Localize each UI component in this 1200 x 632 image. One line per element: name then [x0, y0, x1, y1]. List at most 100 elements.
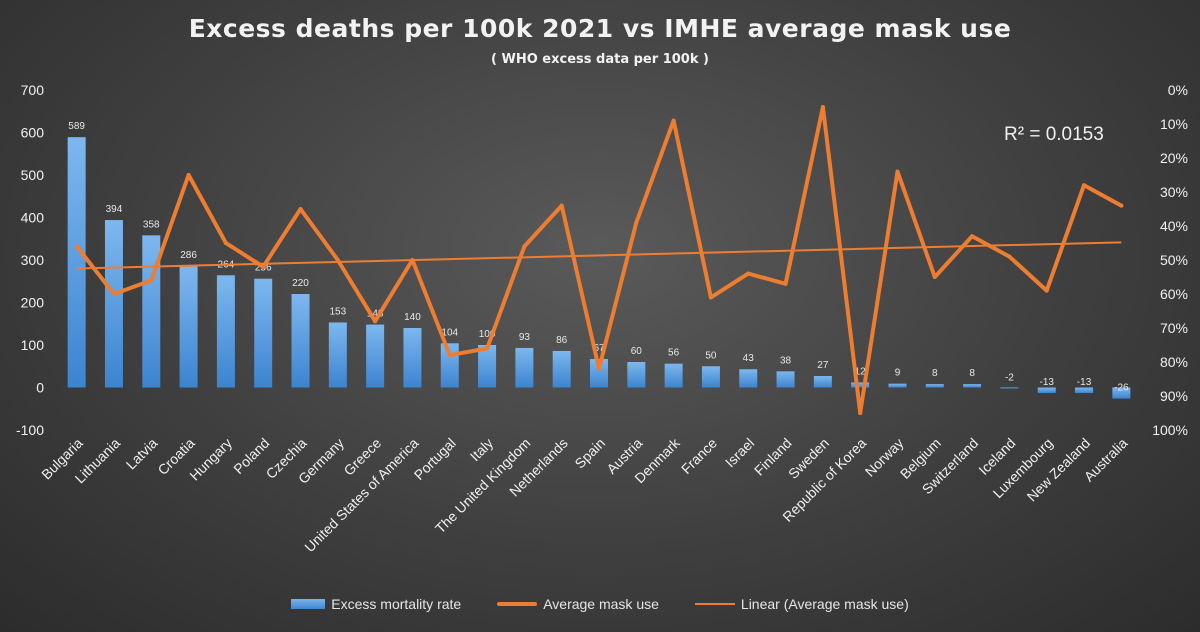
- bar-value-label: 50: [705, 350, 717, 361]
- bar-bulgaria: [67, 137, 86, 388]
- bar-france: [701, 366, 720, 388]
- bar-australia: [1112, 387, 1131, 399]
- mask-use-point: [746, 271, 751, 276]
- y2-tick-label: 30%: [1160, 184, 1188, 200]
- bar-italy: [478, 345, 497, 388]
- bar-value-label: 220: [292, 278, 309, 289]
- mask-use-point: [634, 220, 639, 225]
- bar-lithuania: [104, 220, 123, 388]
- bar-the-united-kingdom: [515, 347, 534, 388]
- y2-tick-label: 80%: [1160, 354, 1188, 370]
- bar-finland: [776, 371, 795, 388]
- bar-greece: [366, 324, 385, 388]
- bar-value-label: 358: [143, 219, 160, 230]
- bar-value-label: -2: [1005, 372, 1014, 383]
- chart-subtitle: ( WHO excess data per 100k ): [491, 52, 709, 67]
- bar-value-label: 67: [593, 343, 605, 354]
- bar-austria: [627, 362, 646, 388]
- bar-czechia: [291, 294, 310, 388]
- mask-use-point: [1007, 254, 1012, 259]
- mask-use-point: [895, 169, 900, 174]
- bar-value-label: 8: [932, 368, 938, 379]
- y-tick-label: 500: [21, 167, 45, 183]
- bar-value-label: 148: [367, 309, 384, 320]
- bar-value-label: 104: [441, 327, 458, 338]
- y2-tick-label: 20%: [1160, 150, 1188, 166]
- bar-switzerland: [963, 384, 982, 388]
- y2-tick-label: 50%: [1160, 252, 1188, 268]
- bar-republic-of-korea: [851, 382, 870, 388]
- mask-use-point: [522, 244, 527, 249]
- mask-use-point: [186, 173, 191, 177]
- y-tick-label: 600: [21, 125, 45, 141]
- mask-use-point: [335, 258, 340, 262]
- bar-value-label: 153: [329, 306, 346, 317]
- legend-swatch-line: [497, 602, 538, 606]
- mask-use-point: [671, 118, 676, 123]
- y2-tick-label: 70%: [1160, 320, 1188, 336]
- bar-value-label: 27: [817, 360, 829, 371]
- bar-iceland: [1000, 387, 1019, 389]
- bar-value-label: -13: [1039, 377, 1054, 388]
- legend-label-trend: Linear (Average mask use): [740, 596, 909, 612]
- bar-belgium: [925, 384, 944, 388]
- legend-item-excess: Excess mortality rate: [291, 596, 461, 612]
- mask-use-point: [485, 346, 490, 351]
- x-tick-label: Italy: [467, 435, 496, 464]
- bar-israel: [739, 369, 758, 388]
- mask-use-point: [1044, 288, 1049, 293]
- bar-value-label: 589: [68, 121, 85, 132]
- bar-norway: [888, 383, 907, 388]
- mask-use-point: [597, 366, 601, 371]
- bar-poland: [254, 278, 273, 388]
- mask-use-point: [373, 319, 378, 324]
- bar-denmark: [664, 363, 683, 388]
- x-tick-label: Portugal: [411, 435, 459, 483]
- mask-use-point: [1119, 203, 1124, 208]
- mask-use-point: [111, 292, 116, 296]
- bar-value-label: 394: [106, 204, 123, 215]
- mask-use-point: [149, 278, 154, 283]
- bar-new-zealand: [1075, 387, 1094, 394]
- mask-use-point: [559, 203, 564, 208]
- bar-value-label: 56: [668, 348, 680, 359]
- bar-germany: [328, 322, 347, 388]
- bar-value-label: 140: [404, 312, 421, 323]
- bar-united-states-of-america: [403, 328, 422, 388]
- legend-label-mask: Average mask use: [543, 596, 659, 612]
- trendline: [76, 241, 1122, 270]
- bar-value-label: 12: [855, 366, 867, 377]
- bar-value-label: 100: [479, 329, 496, 340]
- mask-use-point: [1082, 183, 1087, 188]
- mask-use-point: [74, 244, 79, 249]
- y-tick-label: 300: [21, 252, 45, 268]
- legend-item-mask: Average mask use: [497, 596, 659, 612]
- bar-value-label: -26: [1114, 383, 1129, 394]
- mask-use-point: [261, 264, 266, 269]
- legend-item-trend: Linear (Average mask use): [694, 596, 909, 612]
- bar-value-label: 60: [631, 346, 643, 357]
- bar-netherlands: [552, 350, 571, 388]
- bar-sweden: [813, 376, 832, 388]
- y2-tick-label: 40%: [1160, 218, 1188, 234]
- bar-value-label: 8: [969, 368, 975, 379]
- mask-use-point: [858, 411, 863, 415]
- mask-use-point: [708, 295, 713, 300]
- bar-value-label: 38: [780, 355, 792, 366]
- mask-use-point: [298, 207, 303, 211]
- y-tick-label: 400: [21, 210, 45, 226]
- y-tick-label: 0: [36, 380, 44, 396]
- bar-croatia: [179, 265, 198, 388]
- y-tick-label: 700: [21, 82, 45, 98]
- mask-use-point: [447, 353, 452, 358]
- legend-swatch-bar: [291, 599, 326, 609]
- bar-value-label: 9: [895, 368, 901, 379]
- legend-label-excess: Excess mortality rate: [331, 596, 462, 612]
- bar-value-label: -13: [1077, 377, 1092, 388]
- bar-value-label: 93: [519, 332, 531, 343]
- y2-tick-label: 0%: [1168, 82, 1188, 98]
- y-tick-label: 200: [21, 295, 45, 311]
- bar-spain: [590, 359, 608, 388]
- y-tick-label: -100: [16, 422, 44, 438]
- bar-value-label: 286: [180, 250, 197, 261]
